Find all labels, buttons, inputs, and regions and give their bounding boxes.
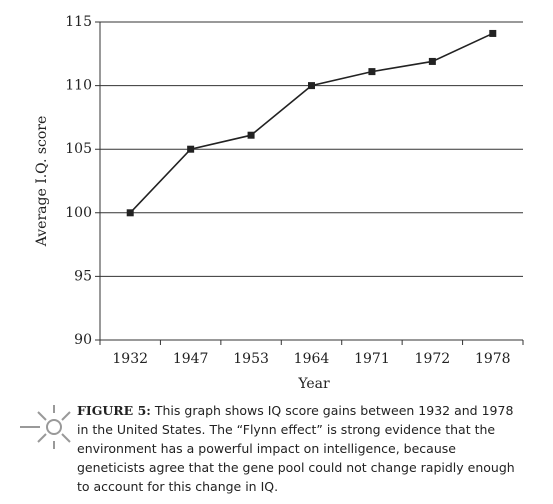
data-point (187, 145, 195, 153)
caption: FIGURE 5: This graph shows IQ score gain… (77, 401, 522, 496)
x-tick-label: 1978 (475, 351, 511, 367)
data-line (129, 32, 494, 214)
x-tick-label: 1964 (294, 351, 330, 367)
y-tick-label: 100 (65, 205, 92, 221)
data-point (368, 68, 376, 76)
x-tick-label: 1947 (173, 351, 209, 367)
y-tick-label: 95 (74, 268, 92, 284)
data-point (489, 29, 497, 37)
caption-text: This graph shows IQ score gains between … (77, 403, 515, 494)
data-point (428, 57, 436, 65)
x-tick-label: 1972 (415, 351, 451, 367)
data-point (126, 209, 134, 217)
chart: Year Average I.Q. score 90 95 100 105 110 115… (34, 14, 524, 392)
y-tick-label: 105 (65, 141, 92, 157)
y-tick-label: 90 (74, 332, 92, 348)
x-axis-label: Year (297, 376, 330, 392)
caption-ornament (20, 405, 71, 449)
y-tick-label: 110 (65, 78, 92, 94)
data-point (308, 82, 315, 90)
x-tick-label: 1953 (233, 351, 269, 367)
y-axis-label: Average I.Q. score (34, 116, 50, 248)
x-tick-label: 1971 (354, 351, 390, 367)
data-point (247, 131, 255, 139)
caption-label: FIGURE 5: (77, 403, 151, 418)
y-tick-label: 115 (65, 14, 92, 30)
x-tick-label: 1932 (112, 351, 148, 367)
